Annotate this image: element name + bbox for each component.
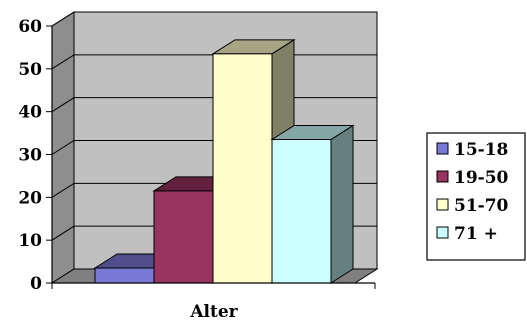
bar-71 [270,124,355,284]
y-tick-label: 20 [18,188,42,208]
bar-front [153,190,214,284]
bar-front [212,53,273,284]
axes [46,25,376,289]
y-tick-label: 40 [18,103,42,123]
y-tick-label: 10 [18,231,42,251]
legend-label: 51-70 [454,196,509,216]
bars [93,38,355,284]
y-tick-label: 60 [18,17,42,37]
legend: 15-18 19-50 51-70 71 + [426,132,526,261]
legend-label: 15-18 [454,140,508,160]
legend-label: 71 + [454,224,498,244]
legend-label: 19-50 [454,168,509,188]
legend-swatch [436,198,449,211]
bar-51-70 [211,38,296,284]
y-tick-labels: 0 10 20 30 40 50 60 [18,17,42,294]
y-tick-label: 30 [18,146,42,166]
legend-swatch [436,226,449,239]
legend-swatch [436,170,449,183]
legend-swatch [436,142,449,155]
y-tick-label: 50 [18,60,42,80]
gridline [51,11,377,27]
bar-front [94,267,155,284]
y-tick-label: 0 [30,274,42,294]
x-axis-label: Alter [189,302,238,322]
bar-side [330,124,354,284]
bar-front [271,139,332,284]
